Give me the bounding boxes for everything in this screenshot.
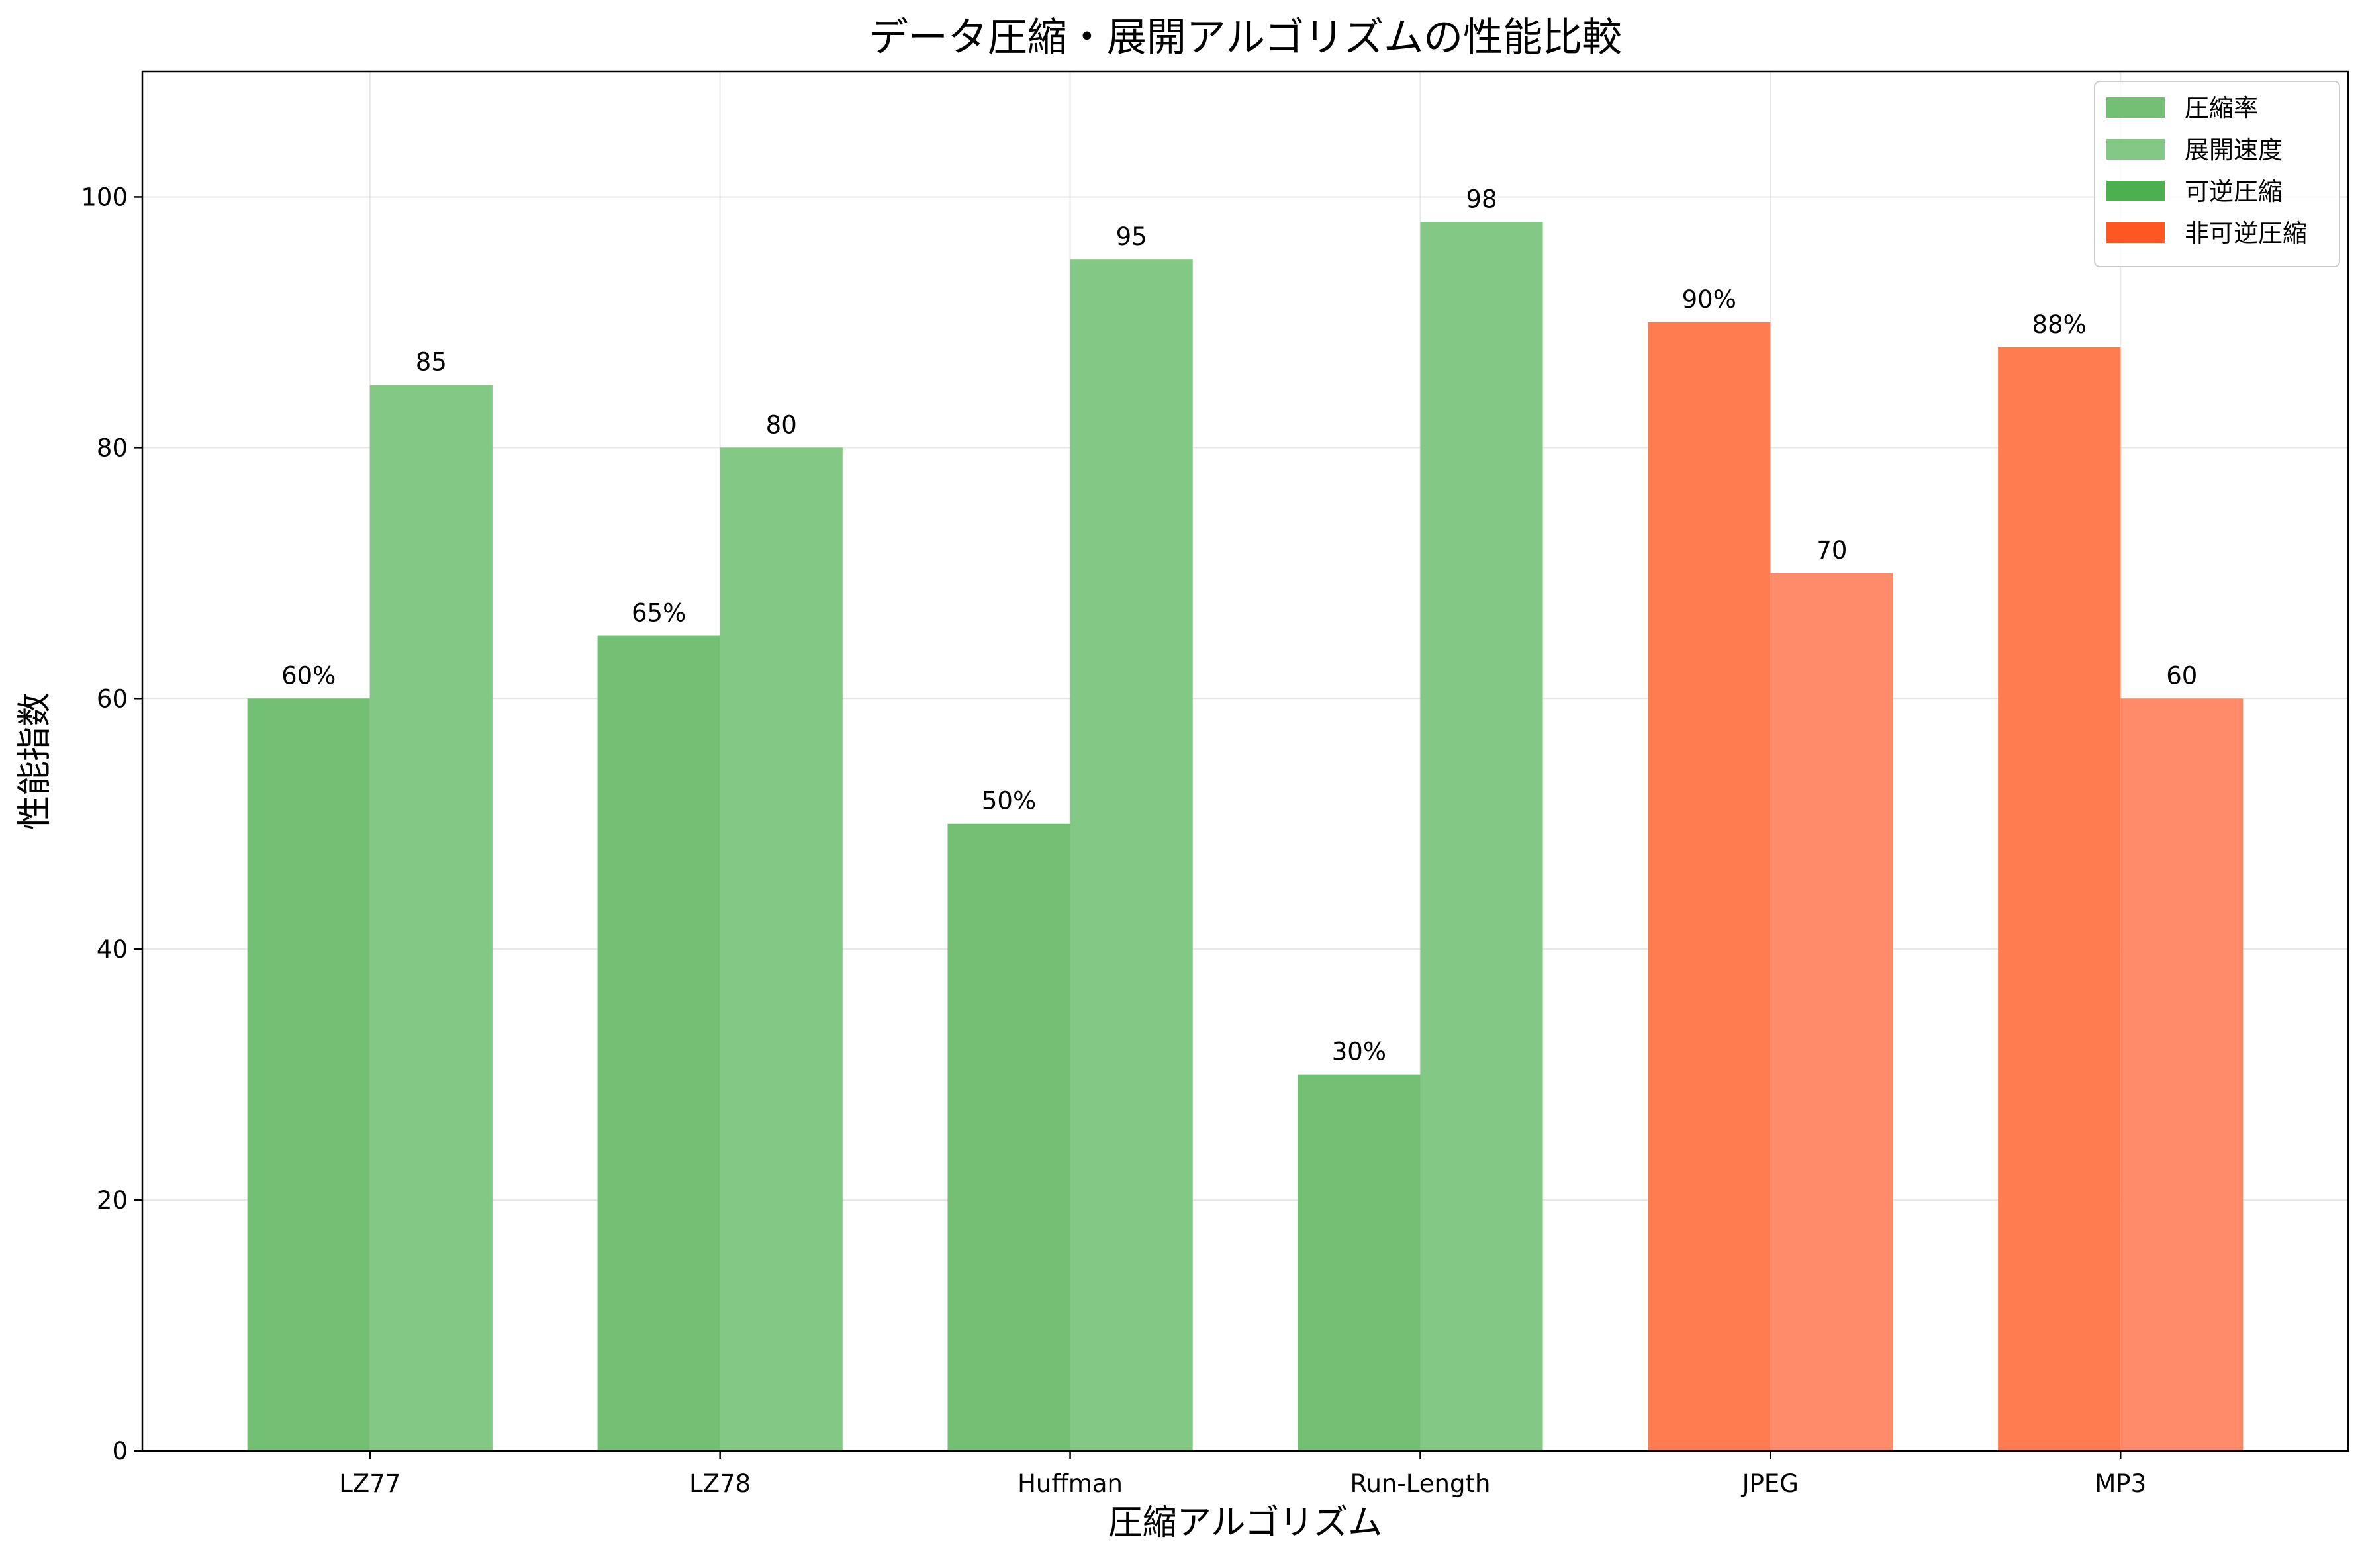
- legend-swatch: [2106, 181, 2165, 201]
- bar-value-label: 88%: [2032, 310, 2087, 339]
- bar-decompression-speed: [2120, 698, 2244, 1451]
- legend-swatch: [2106, 97, 2165, 118]
- y-tick-label: 20: [97, 1186, 128, 1215]
- bar-compression-ratio: [597, 635, 720, 1452]
- legend-swatch: [2106, 222, 2165, 243]
- bar-value-label: 30%: [1332, 1038, 1386, 1066]
- legend-swatch: [2106, 139, 2165, 160]
- x-tick-label: LZ78: [689, 1469, 751, 1498]
- x-tick-label: LZ77: [339, 1469, 401, 1498]
- bar-value-label: 98: [1466, 185, 1497, 213]
- bar-value-label: 65%: [632, 599, 686, 627]
- bar-value-labels: 60% 85 65% 80 50% 95 30% 98 90% 70 88% 60: [281, 185, 2197, 1066]
- bar-value-label: 50%: [982, 787, 1036, 815]
- bar-compression-ratio: [947, 823, 1070, 1451]
- legend-label: 可逆圧縮: [2185, 177, 2283, 206]
- y-tick-label: 0: [112, 1437, 128, 1465]
- y-tick-label: 60: [97, 684, 128, 713]
- bar-compression-ratio: [1998, 347, 2121, 1451]
- bar-value-label: 85: [416, 348, 447, 377]
- plot-frame: [141, 70, 2349, 1452]
- bar-value-label: 95: [1116, 222, 1147, 251]
- chart-title: データ圧縮・展開アルゴリズムの性能比較: [869, 15, 1622, 61]
- legend-label: 圧縮率: [2185, 94, 2258, 122]
- x-tick-label: JPEG: [1741, 1469, 1799, 1498]
- axis-ticks: 0 20 40 60 80 100 LZ77 LZ78 Huffman Run-Length JPE…: [81, 183, 2146, 1498]
- bar-value-label: 90%: [1682, 285, 1736, 314]
- bar-decompression-speed: [1070, 259, 1193, 1451]
- bar-value-label: 70: [1816, 536, 1847, 565]
- y-tick-label: 80: [97, 434, 128, 462]
- bar-compression-ratio: [247, 698, 370, 1451]
- x-tick-label: Huffman: [1017, 1469, 1123, 1498]
- bar-value-label: 60%: [281, 661, 336, 690]
- bar-decompression-speed: [720, 447, 843, 1451]
- bar-compression-ratio: [1648, 322, 1771, 1452]
- y-axis-title: 性能指数: [15, 692, 55, 830]
- legend-label: 展開速度: [2185, 136, 2283, 164]
- x-tick-label: Run-Length: [1350, 1469, 1490, 1498]
- legend-label: 非可逆圧縮: [2185, 219, 2307, 248]
- x-tick-label: MP3: [2095, 1469, 2146, 1498]
- bar-decompression-speed: [369, 385, 493, 1451]
- bar-value-label: 80: [766, 410, 797, 439]
- y-tick-label: 40: [97, 935, 128, 964]
- legend-frame: [2094, 81, 2340, 267]
- bar-value-label: 60: [2166, 661, 2197, 690]
- bar-decompression-speed: [1420, 222, 1543, 1451]
- x-axis-title: 圧縮アルゴリズム: [1108, 1503, 1382, 1543]
- bar-compression-ratio: [1298, 1074, 1421, 1451]
- bars: [247, 222, 2244, 1452]
- bar-decompression-speed: [1770, 573, 1893, 1452]
- y-tick-label: 100: [81, 183, 128, 211]
